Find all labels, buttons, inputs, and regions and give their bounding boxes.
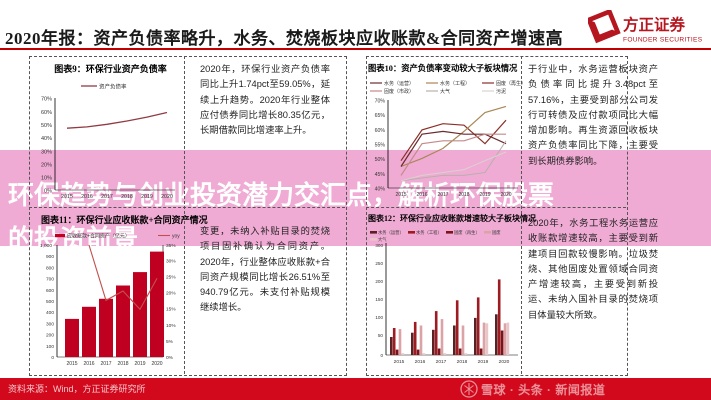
svg-text:方正证券: 方正证券 — [623, 15, 686, 34]
svg-text:FOUNDER SECURITIES: FOUNDER SECURITIES — [623, 37, 703, 44]
